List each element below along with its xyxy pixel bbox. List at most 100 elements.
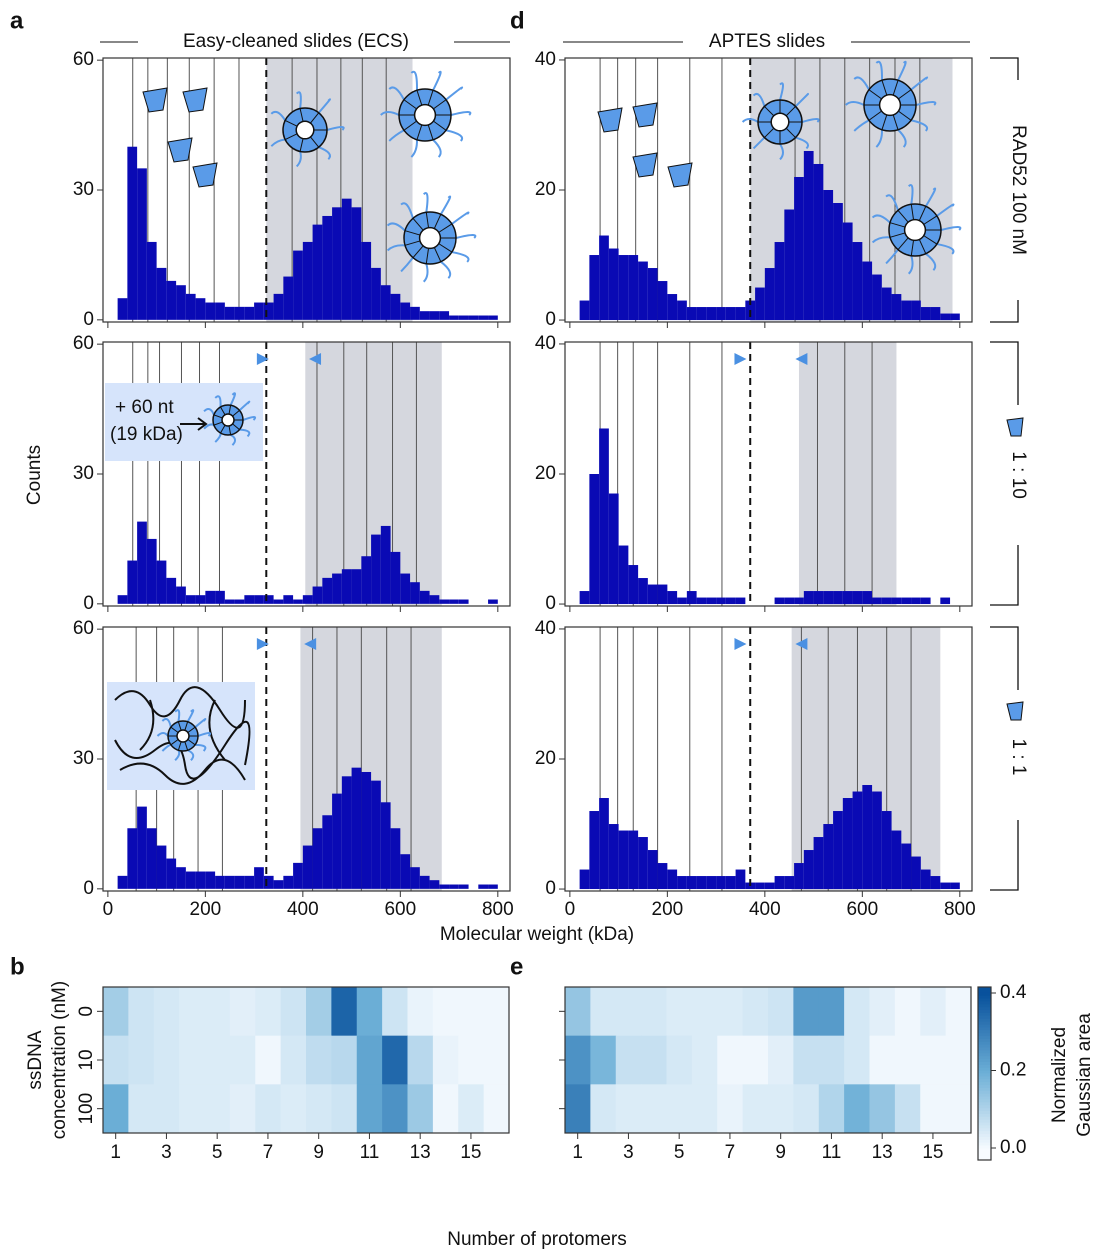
dna-tail [794, 92, 810, 108]
colorbar-step [978, 1044, 991, 1049]
monomer-icon [167, 137, 193, 163]
bar [351, 767, 362, 889]
x-tick-label: 400 [749, 899, 781, 920]
heatmap-cell [615, 987, 642, 1037]
heatmap-cell [331, 987, 358, 1037]
bar [891, 830, 902, 890]
colorbar-step [978, 1079, 991, 1083]
heatmap-cell [229, 1084, 256, 1134]
bar [166, 577, 177, 604]
heatmap-cell [615, 1084, 642, 1134]
heatmap-cell [793, 987, 820, 1037]
ring-seg [868, 89, 882, 100]
ring-hole [221, 413, 235, 427]
bar [725, 876, 736, 890]
dna-tail [432, 70, 442, 91]
heatmap-cell [153, 1035, 180, 1085]
bar [901, 597, 912, 605]
bar [244, 306, 255, 320]
dna-tail [936, 243, 955, 255]
colorbar-step [978, 1076, 991, 1080]
y-tick-label: 60 [73, 49, 94, 70]
dna-tail [853, 119, 870, 132]
dna-tail [871, 236, 891, 244]
dna-tail [432, 139, 442, 158]
x-tick-label: 800 [944, 899, 976, 920]
bar [608, 248, 619, 321]
bar [647, 268, 658, 321]
heatmap-cell [204, 1035, 231, 1085]
ring-seg [898, 110, 912, 121]
bar [735, 869, 746, 890]
heatmap-cell [458, 1084, 485, 1134]
ring-seg [918, 206, 927, 221]
bar [667, 591, 678, 605]
bar [156, 560, 167, 604]
bar [137, 806, 147, 889]
x-tick-label: 1 [572, 1142, 583, 1163]
dna-tail [907, 255, 914, 275]
heatmap-cell [615, 1035, 642, 1085]
bar [930, 307, 941, 321]
bar [176, 285, 186, 320]
colorbar-step [978, 1021, 991, 1025]
bar [458, 315, 469, 320]
bar [599, 235, 609, 321]
protein-ring-icon [386, 192, 477, 283]
panel-label: d [510, 7, 525, 34]
monomer-icon [632, 152, 658, 178]
colorbar-step [978, 1030, 991, 1034]
heatmap-cell [255, 987, 282, 1037]
dna-tail [295, 91, 302, 109]
ring-seg [299, 138, 304, 152]
heatmap-cell [742, 1084, 769, 1134]
heatmap-cell [717, 987, 744, 1037]
ring-seg [433, 120, 447, 131]
dna-tail [318, 146, 331, 160]
ring-seg [228, 405, 232, 415]
bar [589, 474, 600, 605]
colorbar-frame [977, 986, 992, 1161]
bar [891, 294, 902, 321]
bar [351, 207, 362, 320]
dna-tail [410, 70, 418, 91]
bar [667, 869, 678, 890]
bar [361, 241, 372, 320]
bar [686, 591, 697, 605]
bar [215, 590, 225, 604]
bar [608, 493, 619, 605]
panel-label: b [10, 953, 25, 980]
ring-hole [418, 226, 442, 250]
heatmap-cell [128, 1084, 155, 1134]
colorbar-step [978, 1064, 991, 1069]
monomer-icon [192, 162, 218, 188]
dna-tail [400, 257, 414, 273]
ring-seg [438, 223, 453, 233]
bar [419, 311, 430, 320]
bar [273, 880, 284, 889]
colorbar-step [978, 1134, 991, 1138]
bar [755, 882, 765, 890]
heatmap-cell [483, 1035, 510, 1085]
dna-tail [229, 392, 236, 406]
heatmap-cell [153, 1084, 180, 1134]
dna-tail [875, 129, 883, 148]
bar [117, 595, 128, 604]
ring-seg [892, 114, 899, 130]
bar [872, 597, 882, 605]
ring-seg [232, 423, 240, 431]
heatmap-cell [128, 987, 155, 1037]
heatmap-cell [691, 1084, 718, 1134]
x-tick-label: 9 [775, 1142, 786, 1163]
bar [390, 293, 401, 320]
bar [852, 242, 863, 321]
inset-arrow [180, 417, 208, 431]
bar [628, 830, 639, 890]
bar [185, 871, 196, 889]
bar [589, 255, 600, 321]
bar [254, 595, 264, 604]
bar [322, 577, 333, 604]
heatmap-cell [768, 1084, 794, 1134]
y-axis-label: Counts [24, 445, 45, 505]
heatmap-cell [204, 1084, 231, 1134]
